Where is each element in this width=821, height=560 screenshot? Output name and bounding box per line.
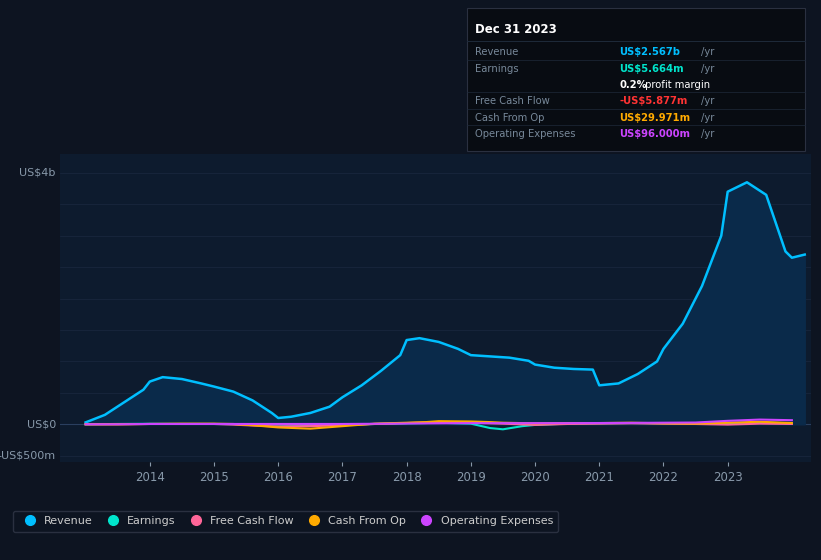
Text: Cash From Op: Cash From Op — [475, 113, 545, 123]
Text: /yr: /yr — [701, 113, 714, 123]
Text: -US$5.877m: -US$5.877m — [619, 96, 687, 106]
Legend: Revenue, Earnings, Free Cash Flow, Cash From Op, Operating Expenses: Revenue, Earnings, Free Cash Flow, Cash … — [13, 511, 558, 532]
Text: US$2.567b: US$2.567b — [619, 48, 680, 57]
Text: /yr: /yr — [701, 64, 714, 74]
Text: US$0: US$0 — [26, 419, 56, 430]
Text: Dec 31 2023: Dec 31 2023 — [475, 23, 557, 36]
Text: /yr: /yr — [701, 48, 714, 57]
Text: Free Cash Flow: Free Cash Flow — [475, 96, 550, 106]
Text: US$5.664m: US$5.664m — [619, 64, 684, 74]
Text: US$29.971m: US$29.971m — [619, 113, 690, 123]
Text: Operating Expenses: Operating Expenses — [475, 129, 576, 139]
Text: /yr: /yr — [701, 96, 714, 106]
Text: profit margin: profit margin — [642, 80, 710, 90]
Text: -US$500m: -US$500m — [0, 451, 56, 461]
Text: /yr: /yr — [701, 129, 714, 139]
Text: Revenue: Revenue — [475, 48, 519, 57]
Text: US$96.000m: US$96.000m — [619, 129, 690, 139]
Text: US$4b: US$4b — [20, 168, 56, 178]
Text: Earnings: Earnings — [475, 64, 519, 74]
Text: 0.2%: 0.2% — [619, 80, 647, 90]
